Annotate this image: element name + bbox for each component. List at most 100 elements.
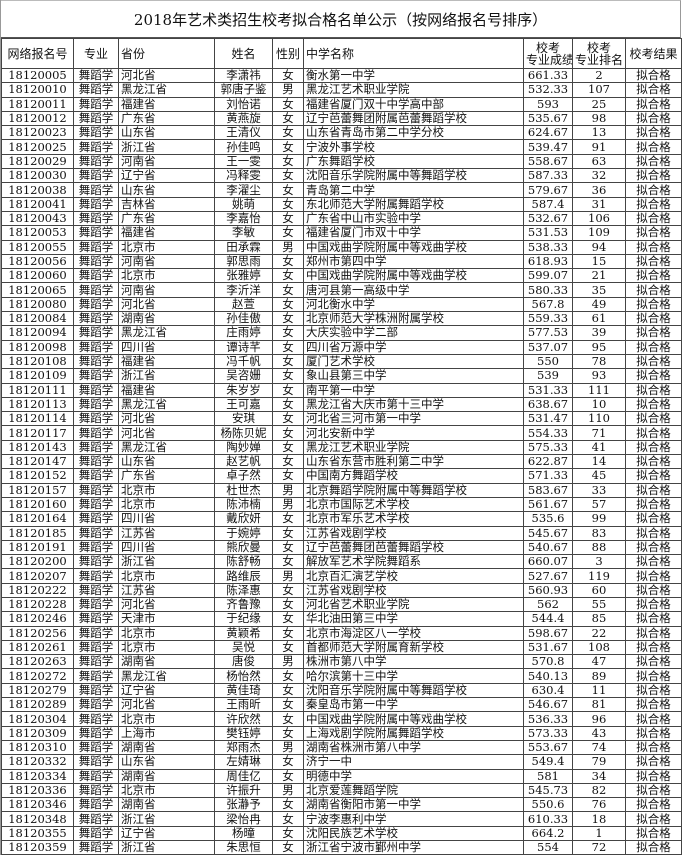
- table-row: 18120304 舞蹈学 北京市 许欣然女中国戏曲学院附属中等戏曲学校 536.33 96…: [1, 711, 682, 727]
- cell-name: 路维辰: [214, 568, 273, 584]
- cell-name: 梁怡冉: [214, 811, 273, 827]
- cell-result: 拟合格: [625, 253, 682, 270]
- cell-school: 河北省三河市第一中学: [303, 411, 524, 427]
- cell-rank: 22: [572, 625, 626, 641]
- cell-rank: 35: [572, 282, 626, 298]
- cell-rank: 13: [572, 125, 626, 141]
- cell-major: 舞蹈学: [73, 725, 119, 741]
- cell-result: 拟合格: [625, 797, 682, 813]
- cell-province: 北京市: [118, 625, 215, 641]
- cell-result: 拟合格: [625, 82, 682, 98]
- cell-major: 舞蹈学: [73, 711, 119, 727]
- cell-school: 北京百汇演艺学校: [303, 568, 524, 584]
- cell-id: 18120023: [1, 125, 74, 141]
- cell-major: 舞蹈学: [73, 425, 119, 441]
- cell-name: 杜世杰: [214, 482, 273, 498]
- cell-result: 拟合格: [625, 296, 682, 313]
- cell-result: 拟合格: [625, 396, 682, 413]
- cell-id: 18120164: [1, 511, 74, 527]
- table-row: 18120309 舞蹈学 上海市 樊钰婷女上海戏剧学院附属舞蹈学校 573.33 43 拟合…: [1, 725, 682, 741]
- cell-province: 辽宁省: [118, 168, 215, 184]
- cell-name: 张雅婷: [214, 268, 273, 284]
- cell-result: 拟合格: [625, 782, 682, 799]
- header-major: 专业: [73, 38, 119, 69]
- table-row: 18120011 舞蹈学 福建省 刘怡诺女福建省厦门双十中学高中部 593 25 拟合格: [1, 96, 682, 112]
- cell-gender: 女: [272, 325, 304, 341]
- cell-major: 舞蹈学: [73, 482, 119, 498]
- cell-name: 姚萌: [214, 196, 273, 212]
- cell-province: 广东省: [118, 110, 215, 127]
- cell-result: 拟合格: [625, 454, 682, 470]
- cell-gender: 女: [272, 439, 304, 456]
- cell-score: 531.53: [523, 225, 573, 241]
- cell-rank: 32: [572, 168, 626, 184]
- cell-major: 舞蹈学: [73, 811, 119, 827]
- cell-score: 545.67: [523, 525, 573, 541]
- cell-name: 孙佳鸣: [214, 139, 273, 155]
- cell-score: 624.67: [523, 125, 573, 141]
- cell-rank: 98: [572, 110, 626, 127]
- table-row: 18120332 舞蹈学 山东省 左婧琳女济宁一中 549.4 79 拟合格: [1, 754, 682, 770]
- cell-score: 540.67: [523, 539, 573, 556]
- cell-major: 舞蹈学: [73, 654, 119, 670]
- cell-major: 舞蹈学: [73, 825, 119, 842]
- cell-result: 拟合格: [625, 196, 682, 212]
- cell-name: 张瀞予: [214, 797, 273, 813]
- cell-name: 郑雨杰: [214, 739, 273, 756]
- cell-school: 北京市海淀区八一学校: [303, 625, 524, 641]
- cell-name: 杨怡然: [214, 668, 273, 684]
- cell-major: 舞蹈学: [73, 210, 119, 227]
- cell-major: 舞蹈学: [73, 754, 119, 770]
- cell-gender: 男: [272, 568, 304, 584]
- cell-rank: 33: [572, 482, 626, 498]
- table-row: 18120207 舞蹈学 北京市 路维辰男北京百汇演艺学校 527.67 119 拟合格: [1, 568, 682, 584]
- cell-gender: 女: [272, 811, 304, 827]
- cell-province: 黑龙江省: [118, 439, 215, 456]
- header-id: 网络报名号: [1, 38, 74, 69]
- table-row: 18120152 舞蹈学 广东省 卓子然女中国南方舞蹈学校 571.33 45 拟合格: [1, 468, 682, 484]
- cell-rank: 43: [572, 725, 626, 741]
- cell-rank: 55: [572, 596, 626, 613]
- cell-id: 18120030: [1, 168, 74, 184]
- cell-id: 18120025: [1, 139, 74, 155]
- cell-gender: 女: [272, 282, 304, 298]
- cell-score: 664.2: [523, 825, 573, 842]
- cell-name: 陈泽惠: [214, 582, 273, 598]
- cell-province: 湖南省: [118, 797, 215, 813]
- cell-result: 拟合格: [625, 353, 682, 370]
- cell-school: 中国南方舞蹈学校: [303, 468, 524, 484]
- cell-result: 拟合格: [625, 225, 682, 241]
- cell-gender: 女: [272, 725, 304, 741]
- cell-school: 衡水第一中学: [303, 67, 524, 84]
- cell-result: 拟合格: [625, 582, 682, 598]
- cell-score: 587.4: [523, 196, 573, 212]
- cell-gender: 女: [272, 825, 304, 842]
- cell-name: 王可嘉: [214, 396, 273, 413]
- cell-name: 吴悦: [214, 639, 273, 656]
- table-row: 18120185 舞蹈学 江苏省 于婉婷女江苏省戏剧学校 545.67 83 拟合格: [1, 525, 682, 541]
- cell-rank: 63: [572, 153, 626, 170]
- cell-rank: 108: [572, 639, 626, 656]
- cell-gender: 女: [272, 596, 304, 613]
- cell-score: 561.67: [523, 496, 573, 513]
- cell-gender: 女: [272, 353, 304, 370]
- cell-id: 18120261: [1, 639, 74, 656]
- cell-province: 湖南省: [118, 768, 215, 784]
- cell-school: 河北省艺术职业学院: [303, 596, 524, 613]
- cell-rank: 88: [572, 539, 626, 556]
- cell-province: 广东省: [118, 468, 215, 484]
- cell-result: 拟合格: [625, 311, 682, 327]
- cell-score: 532.33: [523, 82, 573, 98]
- cell-id: 18120094: [1, 325, 74, 341]
- cell-gender: 女: [272, 797, 304, 813]
- cell-name: 王清仪: [214, 125, 273, 141]
- cell-province: 浙江省: [118, 554, 215, 570]
- table-row: 18120272 舞蹈学 黑龙江省 杨怡然女哈尔滨第十三中学 540.13 89 拟合格: [1, 668, 682, 684]
- cell-rank: 2: [572, 67, 626, 84]
- cell-score: 618.93: [523, 253, 573, 270]
- cell-rank: 21: [572, 268, 626, 284]
- cell-name: 陶妙婵: [214, 439, 273, 456]
- header-score-line2: 专业成绩: [526, 52, 573, 67]
- cell-major: 舞蹈学: [73, 511, 119, 527]
- cell-result: 拟合格: [625, 554, 682, 570]
